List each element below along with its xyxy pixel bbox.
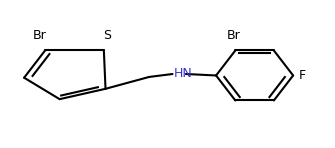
Text: Br: Br [227, 29, 241, 42]
Text: HN: HN [174, 67, 193, 80]
Text: F: F [299, 69, 306, 82]
Text: S: S [103, 29, 111, 42]
Text: Br: Br [32, 29, 46, 42]
